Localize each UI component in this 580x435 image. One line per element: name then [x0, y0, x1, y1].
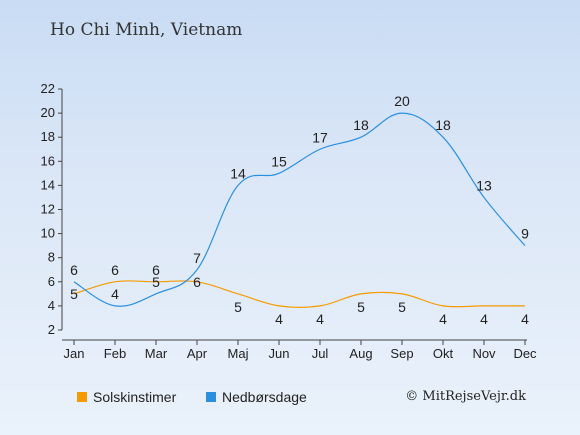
legend-item-rain: Nedbørsdage — [206, 389, 307, 405]
legend-label-sunshine: Solskinstimer — [93, 389, 177, 405]
legend-item-sunshine: Solskinstimer — [77, 389, 176, 405]
x-tick-label: Dec — [513, 346, 537, 361]
sunshine-data-label: 6 — [111, 262, 119, 278]
y-tick-label: 8 — [48, 250, 55, 265]
x-tick-label: Mar — [145, 346, 168, 361]
y-tick-label: 6 — [48, 274, 55, 289]
x-tick-label: Maj — [228, 346, 249, 361]
legend-swatch-rain — [206, 392, 216, 402]
sunshine-data-label: 4 — [275, 311, 283, 327]
y-tick-label: 4 — [48, 298, 55, 313]
x-tick-label: Jun — [269, 346, 290, 361]
rain-data-label: 4 — [111, 286, 119, 302]
x-tick-label: Apr — [187, 346, 208, 361]
y-tick-label: 18 — [41, 129, 55, 144]
sunshine-data-label: 4 — [480, 311, 488, 327]
rain-series-line — [73, 112, 526, 307]
y-tick-label: 2 — [48, 322, 55, 337]
x-tick-label: Jan — [64, 346, 85, 361]
chart-title: Ho Chi Minh, Vietnam — [50, 20, 243, 40]
y-tick-label: 10 — [41, 226, 55, 241]
rain-data-label: 7 — [193, 250, 201, 266]
sunshine-data-label: 4 — [439, 311, 447, 327]
sunshine-data-label: 5 — [398, 299, 406, 315]
sunshine-data-label: 5 — [357, 299, 365, 315]
y-tick-label: 12 — [41, 202, 55, 217]
sunshine-data-label: 5 — [70, 286, 78, 302]
x-tick-label: Jul — [312, 346, 329, 361]
rain-data-label: 15 — [271, 153, 287, 169]
x-tick-label: Aug — [349, 346, 372, 361]
rain-data-label: 18 — [435, 117, 451, 133]
sunshine-data-label: 4 — [316, 311, 324, 327]
sunshine-data-label: 5 — [234, 299, 242, 315]
rain-data-label: 18 — [353, 117, 369, 133]
sunshine-data-label: 4 — [521, 311, 529, 327]
x-tick-label: Sep — [390, 346, 413, 361]
sunshine-series-line — [73, 280, 525, 309]
y-tick-label: 20 — [41, 105, 55, 120]
x-tick-label: Okt — [433, 346, 454, 361]
sunshine-data-label: 6 — [152, 262, 160, 278]
legend-swatch-sunshine — [77, 392, 87, 402]
rain-data-label: 14 — [230, 165, 246, 181]
rain-data-label: 9 — [521, 226, 529, 242]
copyright-text: © MitRejseVejr.dk — [405, 389, 526, 404]
rain-data-label: 13 — [476, 177, 492, 193]
legend-label-rain: Nedbørsdage — [222, 389, 307, 405]
y-tick-label: 22 — [41, 81, 55, 96]
rain-data-label: 6 — [70, 262, 78, 278]
rain-data-label: 17 — [312, 129, 328, 145]
y-tick-label: 16 — [41, 153, 55, 168]
y-tick-label: 14 — [41, 177, 55, 192]
sunshine-data-label: 6 — [193, 274, 201, 290]
rain-data-label: 5 — [152, 274, 160, 290]
x-tick-label: Nov — [472, 346, 496, 361]
rain-data-label: 20 — [394, 93, 410, 109]
x-tick-label: Feb — [104, 346, 126, 361]
